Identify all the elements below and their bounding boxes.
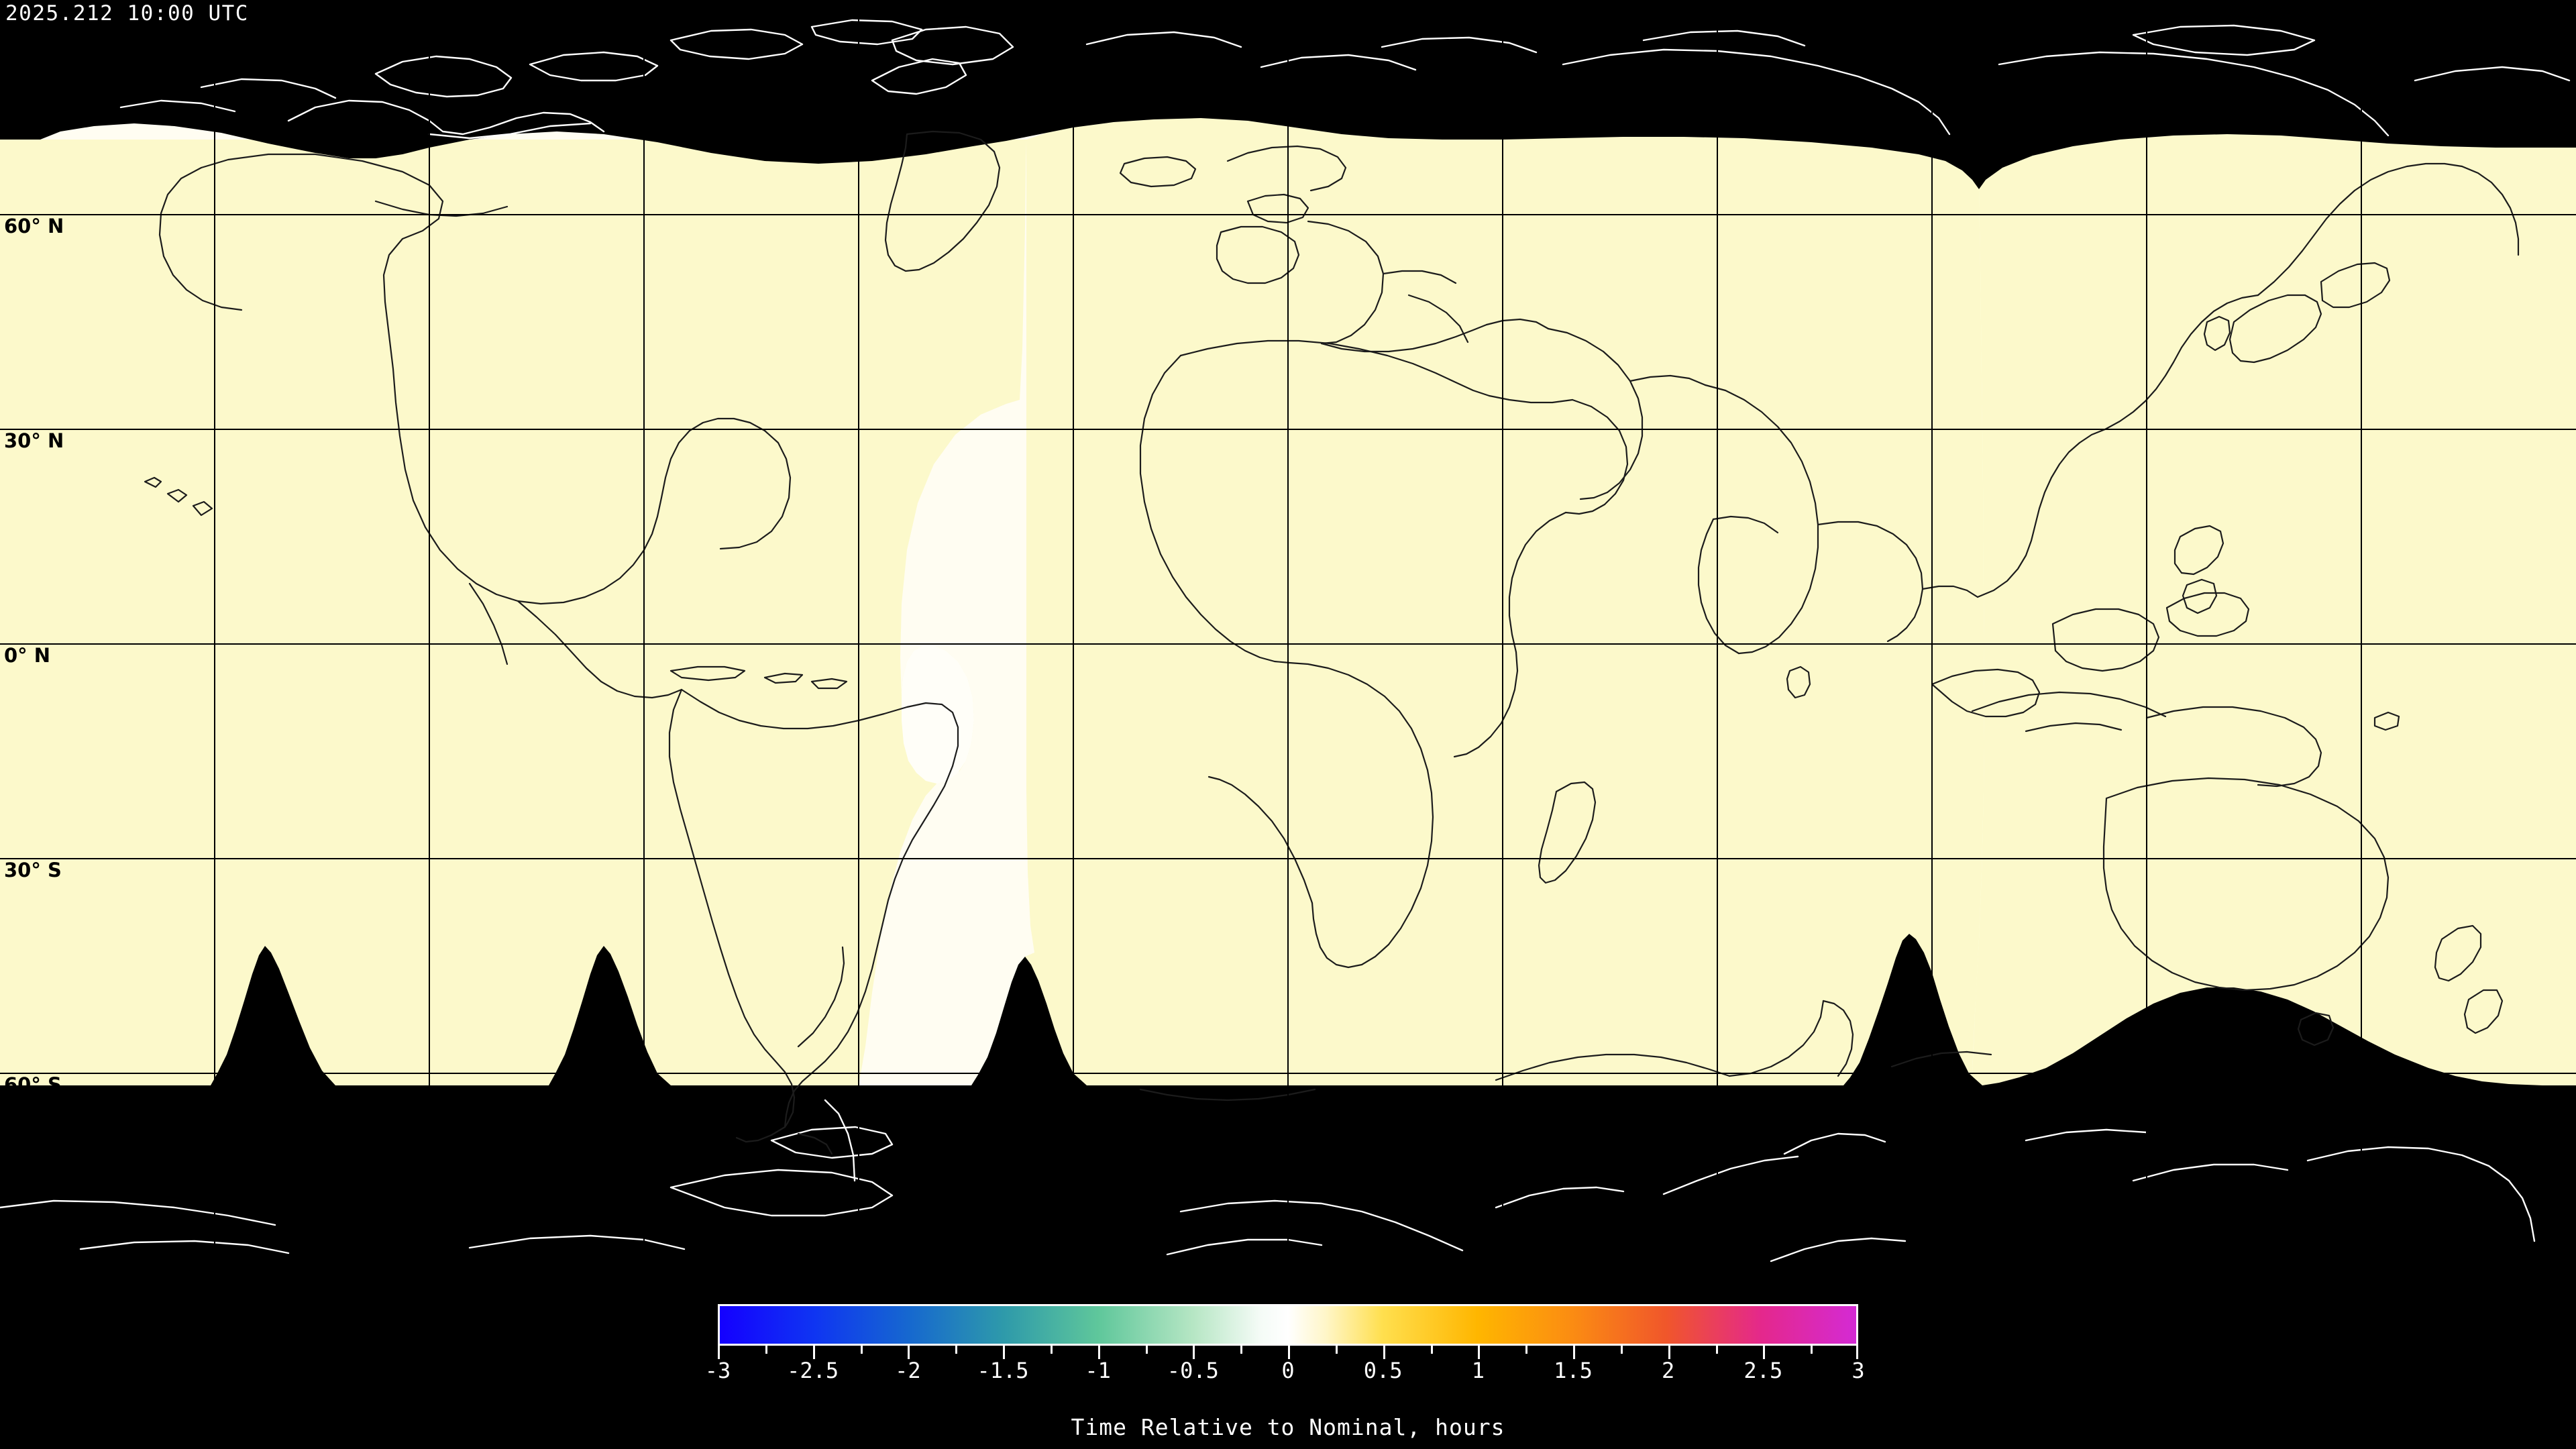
colorbar-minor-tick bbox=[1050, 1346, 1053, 1354]
coastlines-on-nodata bbox=[0, 19, 2571, 1263]
colorbar-tick-label: -1 bbox=[1085, 1358, 1111, 1383]
colorbar-tick-label: 0 bbox=[1281, 1358, 1295, 1383]
colorbar-major-tick bbox=[908, 1346, 910, 1359]
colorbar-major-tick bbox=[1193, 1346, 1195, 1359]
colorbar-tick-label: -0.5 bbox=[1167, 1358, 1219, 1383]
colorbar-major-tick bbox=[1288, 1346, 1290, 1359]
colorbar-major-tick bbox=[1856, 1346, 1858, 1359]
colorbar-tick-labels: -3 -2.5 -2 -1.5 -1 -0.5 0 0.5 1 1.5 2 2.5 3 bbox=[705, 1358, 1865, 1385]
colorbar-tick-label: 2 bbox=[1662, 1358, 1675, 1383]
colorbar-major-tick bbox=[1383, 1346, 1385, 1359]
lat-label-0n: 0° N bbox=[4, 644, 51, 667]
colorbar-caption: Time Relative to Nominal, hours bbox=[1071, 1414, 1505, 1440]
colorbar-tick-label: 3 bbox=[1851, 1358, 1865, 1383]
colorbar-minor-tick bbox=[1430, 1346, 1433, 1354]
colorbar-minor-tick bbox=[1525, 1346, 1528, 1354]
colorbar-tick-label: -2.5 bbox=[787, 1358, 839, 1383]
colorbar-major-tick bbox=[1478, 1346, 1481, 1359]
colorbar-tick-label: 0.5 bbox=[1363, 1358, 1403, 1383]
colorbar-tick-label: -2 bbox=[895, 1358, 921, 1383]
colorbar-minor-tick bbox=[1145, 1346, 1148, 1354]
colorbar-area: -3 -2.5 -2 -1.5 -1 -0.5 0 0.5 1 1.5 2 2.5 3 bbox=[0, 1288, 2576, 1449]
lat-label-30n: 30° N bbox=[4, 429, 64, 452]
colorbar-minor-tick bbox=[1335, 1346, 1338, 1354]
lat-label-60s: 60° S bbox=[4, 1073, 62, 1096]
timestamp-title: 2025.212 10:00 UTC bbox=[5, 1, 249, 25]
map-gridlines bbox=[0, 0, 2576, 1288]
colorbar-tick-label: 1.5 bbox=[1554, 1358, 1593, 1383]
lat-label-30s: 30° S bbox=[4, 859, 62, 881]
colorbar-major-tick bbox=[812, 1346, 815, 1359]
colorbar-major-tick bbox=[1668, 1346, 1670, 1359]
colorbar-major-tick bbox=[1003, 1346, 1005, 1359]
colorbar-minor-tick bbox=[1811, 1346, 1813, 1354]
colorbar-tick-label: 1 bbox=[1471, 1358, 1485, 1383]
coastlines-on-swath bbox=[144, 130, 2520, 1155]
colorbar-minor-tick bbox=[1620, 1346, 1623, 1354]
colorbar[interactable] bbox=[718, 1304, 1858, 1346]
colorbar-minor-tick bbox=[1240, 1346, 1243, 1354]
colorbar-major-tick bbox=[1097, 1346, 1100, 1359]
colorbar-major-tick bbox=[1763, 1346, 1766, 1359]
colorbar-major-tick bbox=[718, 1346, 720, 1359]
colorbar-major-tick bbox=[1573, 1346, 1575, 1359]
map-canvas[interactable] bbox=[0, 0, 2576, 1288]
colorbar-minor-tick bbox=[765, 1346, 767, 1354]
colorbar-tick-label: -1.5 bbox=[977, 1358, 1029, 1383]
colorbar-gradient bbox=[720, 1306, 1856, 1344]
map-panel[interactable]: 60° N 30° N 0° N 30° S 60° S 2025.212 10… bbox=[0, 0, 2576, 1288]
colorbar-tick-label: 2.5 bbox=[1743, 1358, 1783, 1383]
lat-label-60n: 60° N bbox=[4, 215, 64, 237]
colorbar-minor-tick bbox=[1715, 1346, 1718, 1354]
colorbar-minor-tick bbox=[860, 1346, 863, 1354]
colorbar-minor-tick bbox=[955, 1346, 958, 1354]
colorbar-tick-label: -3 bbox=[704, 1358, 731, 1383]
colorbar-ticks bbox=[718, 1346, 1858, 1359]
